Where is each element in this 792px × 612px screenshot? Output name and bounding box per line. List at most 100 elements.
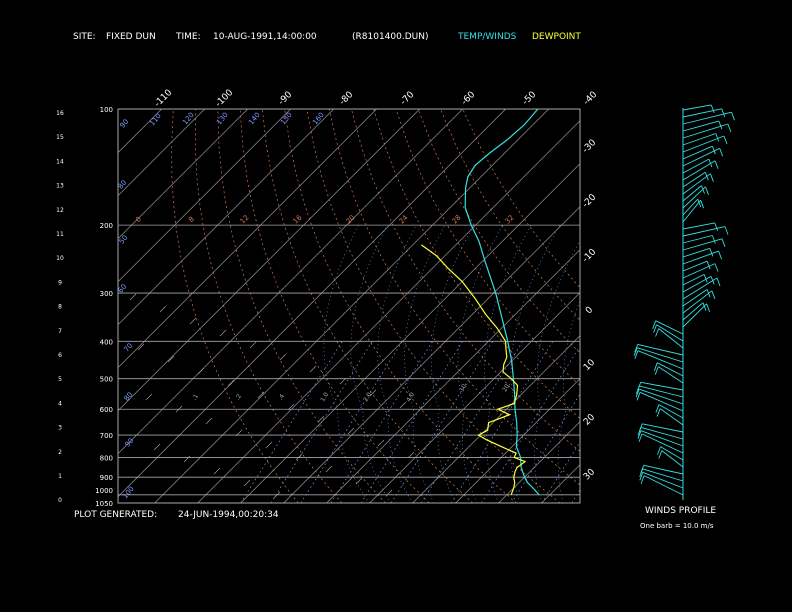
grid-tick [309,365,317,373]
isotherm-line [455,378,580,503]
upper-blue-label: 120 [181,111,196,126]
wind-barb [682,120,720,132]
wind-barb [640,430,684,447]
upper-blue-label: 100 [121,485,136,500]
wind-barb [682,133,716,146]
isotherm-line [498,421,580,503]
isotherm-line [118,109,463,455]
wind-barb [682,273,705,286]
site-label: SITE: [73,32,96,42]
upper-orange-label: 20 [345,214,357,226]
upper-orange-label: 8 [187,215,196,224]
mixing-ratio-label: 20. [501,381,512,393]
pressure-label: 100 [100,106,113,114]
moist-adiabat-line [323,224,370,503]
dry-adiabat-line [171,109,299,503]
grid-tick [153,443,161,451]
grid-tick [219,329,227,337]
upper-orange-label: 16 [292,213,304,225]
moist-adiabat-line [534,240,580,503]
upper-blue-label: 50 [118,234,130,246]
height-label: 12 [56,207,64,214]
mixing-ratio-line [360,341,463,503]
wind-barb-flag [724,226,729,235]
grid-tick [145,393,153,401]
mixing-ratio-line [390,341,493,503]
wind-barb [643,464,684,475]
wind-barb [682,238,723,251]
wind-barb [637,343,684,356]
wind-barb-flag [719,148,724,157]
grid-tick [295,453,303,461]
mixing-ratio-label: 2.0 [362,391,373,403]
isotherm-line [118,109,291,283]
height-label: 11 [56,231,64,238]
height-label: 14 [56,158,64,165]
wind-barb-flag [652,320,657,329]
wind-barb [682,303,707,328]
height-label: 15 [56,134,64,141]
mixing-ratio-label: 10. [458,381,469,393]
isotherm-line [541,464,580,503]
file-name: (R8101400.DUN) [352,32,429,42]
top-temp-label: -110 [153,88,175,110]
wind-barb [658,328,684,349]
dry-adiabat-line [284,109,517,503]
height-label: 2 [58,449,62,456]
wind-barb-flag [702,302,707,311]
wind-barb [656,324,684,342]
upper-blue-label: 90 [124,437,136,449]
wind-barb-flag [714,222,719,232]
wind-barb-flag [714,160,719,169]
legend-dewpoint: DEWPOINT [532,32,581,42]
right-temp-label: 30 [582,467,597,482]
height-label: 4 [58,400,62,407]
mixing-ratio-label: .2 [234,393,243,402]
wind-barb [641,433,684,454]
pressure-label: 600 [100,406,113,414]
height-label: 7 [58,328,62,335]
time-value: 10-AUG-1991,14:00:00 [213,32,317,42]
wind-barb-flag [633,347,638,356]
grid-tick [347,427,355,435]
wind-barb-flag [700,200,705,209]
wind-barb-flag [706,303,711,312]
right-temp-label: -10 [581,247,599,265]
wind-barb [640,426,684,440]
isotherm-line [118,109,506,498]
grid-tick [197,367,205,375]
moist-adiabat-line [557,299,580,503]
wind-barb [659,408,684,426]
upper-blue-label: 90 [119,118,131,130]
wind-barb-flag [655,404,660,413]
wind-barb [682,171,706,188]
grid-tick [189,317,197,325]
wind-barb [642,423,684,433]
plot-border [117,108,581,504]
wind-barb-flag [697,198,702,208]
grid-tick [407,451,415,459]
grid-tick [257,391,265,399]
wind-barb [640,381,684,391]
grid-tick [183,455,191,463]
isotherm-line [671,109,792,503]
upper-blue-label: 140 [247,111,262,126]
wind-barb-flag [715,133,720,142]
isotherm-line [197,120,580,503]
grid-tick [325,465,333,473]
grid-tick [159,305,167,313]
wind-barb-flag [721,108,726,117]
grid-tick [369,389,377,397]
upper-blue-label: 60 [117,283,129,295]
height-label: 5 [58,376,62,383]
mixing-ratio-line [541,441,580,503]
grid-tick [355,477,363,485]
upper-orange-label: 32 [504,214,516,226]
wind-barb-flag [714,263,719,272]
grid-tick [137,343,145,351]
winds-profile [633,104,735,500]
grid-tick [377,439,385,447]
height-label: 6 [58,352,62,359]
wind-barb-flag [653,324,658,333]
